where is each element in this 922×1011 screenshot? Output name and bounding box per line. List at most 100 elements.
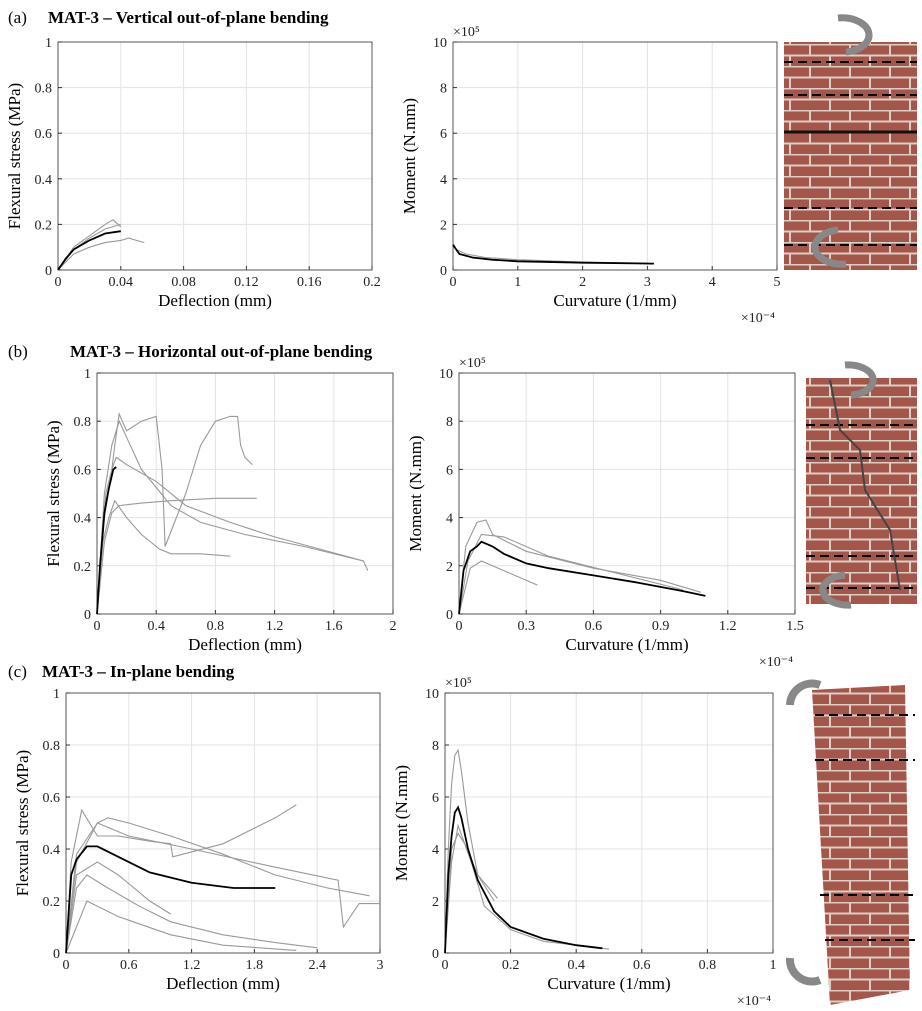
- x-tick-label: 0.08: [171, 275, 196, 290]
- plot-area: [459, 373, 795, 614]
- x-tick-label: 4: [709, 275, 716, 290]
- x-tick-label: 3: [644, 275, 651, 290]
- y-tick-label: 2: [446, 560, 453, 575]
- x-tick-label: 0.9: [652, 619, 670, 634]
- x-axis-label: Curvature (1/mm): [553, 291, 676, 310]
- y-tick-label: 10: [433, 36, 447, 51]
- series-line: [96, 497, 257, 615]
- y-axis-label: Moment (N.mm): [392, 765, 411, 881]
- panel-title: MAT-3 – Horizontal out-of-plane bending: [70, 342, 373, 361]
- x-multiplier: ×10⁻⁴: [737, 994, 771, 1009]
- series-line: [57, 230, 121, 271]
- series-line: [65, 804, 297, 954]
- y-tick-label: 0.8: [35, 82, 53, 97]
- y-axis-label: Flexural stress (MPa): [5, 83, 24, 229]
- y-tick-label: 10: [425, 687, 439, 702]
- series-line: [65, 861, 171, 954]
- y-tick-label: 4: [432, 843, 439, 858]
- x-tick-label: 0: [442, 958, 449, 973]
- x-axis-label: Deflection (mm): [158, 291, 272, 310]
- x-tick-label: 0: [456, 619, 463, 634]
- series-line: [452, 244, 654, 265]
- x-tick-label: 0: [55, 275, 62, 290]
- series-line: [458, 519, 702, 615]
- y-multiplier: ×10⁵: [445, 676, 472, 691]
- y-tick-label: 10: [439, 367, 453, 382]
- photo-b: [806, 361, 917, 609]
- y-tick-label: 1: [45, 36, 52, 51]
- series-line: [458, 540, 706, 615]
- x-tick-label: 0.12: [234, 275, 259, 290]
- x-tick-label: 0.2: [502, 958, 520, 973]
- y-tick-label: 2: [440, 218, 447, 233]
- x-tick-label: 3: [377, 958, 384, 973]
- y-axis-label: Flexural stress (MPa): [44, 420, 63, 566]
- x-tick-label: 1.8: [246, 958, 264, 973]
- x-tick-label: 0: [63, 958, 70, 973]
- y-multiplier: ×10⁵: [459, 356, 486, 371]
- y-multiplier: ×10⁵: [453, 25, 480, 40]
- y-tick-label: 8: [440, 82, 447, 97]
- x-tick-label: 1.5: [786, 619, 804, 634]
- x-tick-label: 1.6: [325, 619, 343, 634]
- chart: 0 0.4 0.8 1.2 1.6 2 0 0.2 0.4 0.6 0.8 1 Deflection (…: [44, 367, 397, 654]
- plot-frame: [458, 372, 796, 615]
- y-tick-label: 6: [446, 463, 453, 478]
- plot-area: [453, 42, 777, 270]
- x-tick-label: 0.8: [207, 619, 225, 634]
- y-tick-label: 0.8: [43, 739, 61, 754]
- y-tick-label: 0.4: [35, 173, 53, 188]
- series-line: [65, 845, 276, 954]
- y-tick-label: 0.2: [43, 895, 61, 910]
- x-tick-label: 0.4: [147, 619, 165, 634]
- y-tick-label: 0: [446, 608, 453, 623]
- chart: 0 0.6 1.2 1.8 2.4 3 0 0.2 0.4 0.6 0.8 1 Deflection (…: [13, 687, 384, 993]
- x-multiplier: ×10⁻⁴: [741, 311, 775, 326]
- x-tick-label: 0.6: [120, 958, 138, 973]
- x-tick-label: 1: [770, 958, 777, 973]
- x-axis-label: Deflection (mm): [188, 635, 302, 654]
- series-line: [96, 412, 253, 615]
- x-tick-label: 1.2: [266, 619, 284, 634]
- y-tick-label: 6: [432, 791, 439, 806]
- x-tick-label: 0.6: [585, 619, 603, 634]
- x-multiplier: ×10⁻⁴: [759, 655, 793, 670]
- panel-label: (c): [8, 662, 27, 681]
- y-axis-label: Moment (N.mm): [406, 435, 425, 551]
- series-line: [96, 419, 364, 615]
- y-tick-label: 4: [440, 173, 447, 188]
- x-tick-label: 2: [390, 619, 397, 634]
- x-tick-label: 0.2: [363, 275, 381, 290]
- x-tick-label: 2: [579, 275, 586, 290]
- plot-frame: [452, 41, 778, 271]
- panel-title: MAT-3 – Vertical out-of-plane bending: [48, 8, 329, 27]
- panel-label: (a): [8, 8, 27, 27]
- plot-area: [97, 373, 393, 614]
- x-tick-label: 2.4: [308, 958, 326, 973]
- series-line: [96, 466, 117, 615]
- y-tick-label: 0.8: [74, 415, 92, 430]
- plot-area: [58, 42, 372, 270]
- series-line: [444, 805, 603, 954]
- series-line: [65, 900, 297, 954]
- plot-frame: [96, 372, 394, 615]
- series-line: [65, 817, 370, 954]
- x-tick-label: 0.3: [517, 619, 535, 634]
- x-tick-label: 1: [514, 275, 521, 290]
- series-line: [444, 832, 498, 954]
- y-tick-label: 0.6: [43, 791, 61, 806]
- x-tick-label: 0.6: [633, 958, 651, 973]
- plot-frame: [57, 41, 373, 271]
- series-line: [444, 748, 495, 954]
- x-tick-label: 1.2: [183, 958, 201, 973]
- panel-label: (b): [8, 342, 28, 361]
- plot-area: [66, 693, 380, 953]
- x-tick-label: 0: [94, 619, 101, 634]
- x-axis-label: Curvature (1/mm): [547, 974, 670, 993]
- y-tick-label: 1: [84, 367, 91, 382]
- chart: 0 0.04 0.08 0.12 0.16 0.2 0 0.2 0.4 0.6 0.8 1 Deflec…: [5, 36, 381, 310]
- series-line: [57, 237, 145, 271]
- y-axis-label: Moment (N.mm): [400, 98, 419, 214]
- x-axis-label: Deflection (mm): [166, 974, 280, 993]
- plot-frame: [444, 692, 774, 954]
